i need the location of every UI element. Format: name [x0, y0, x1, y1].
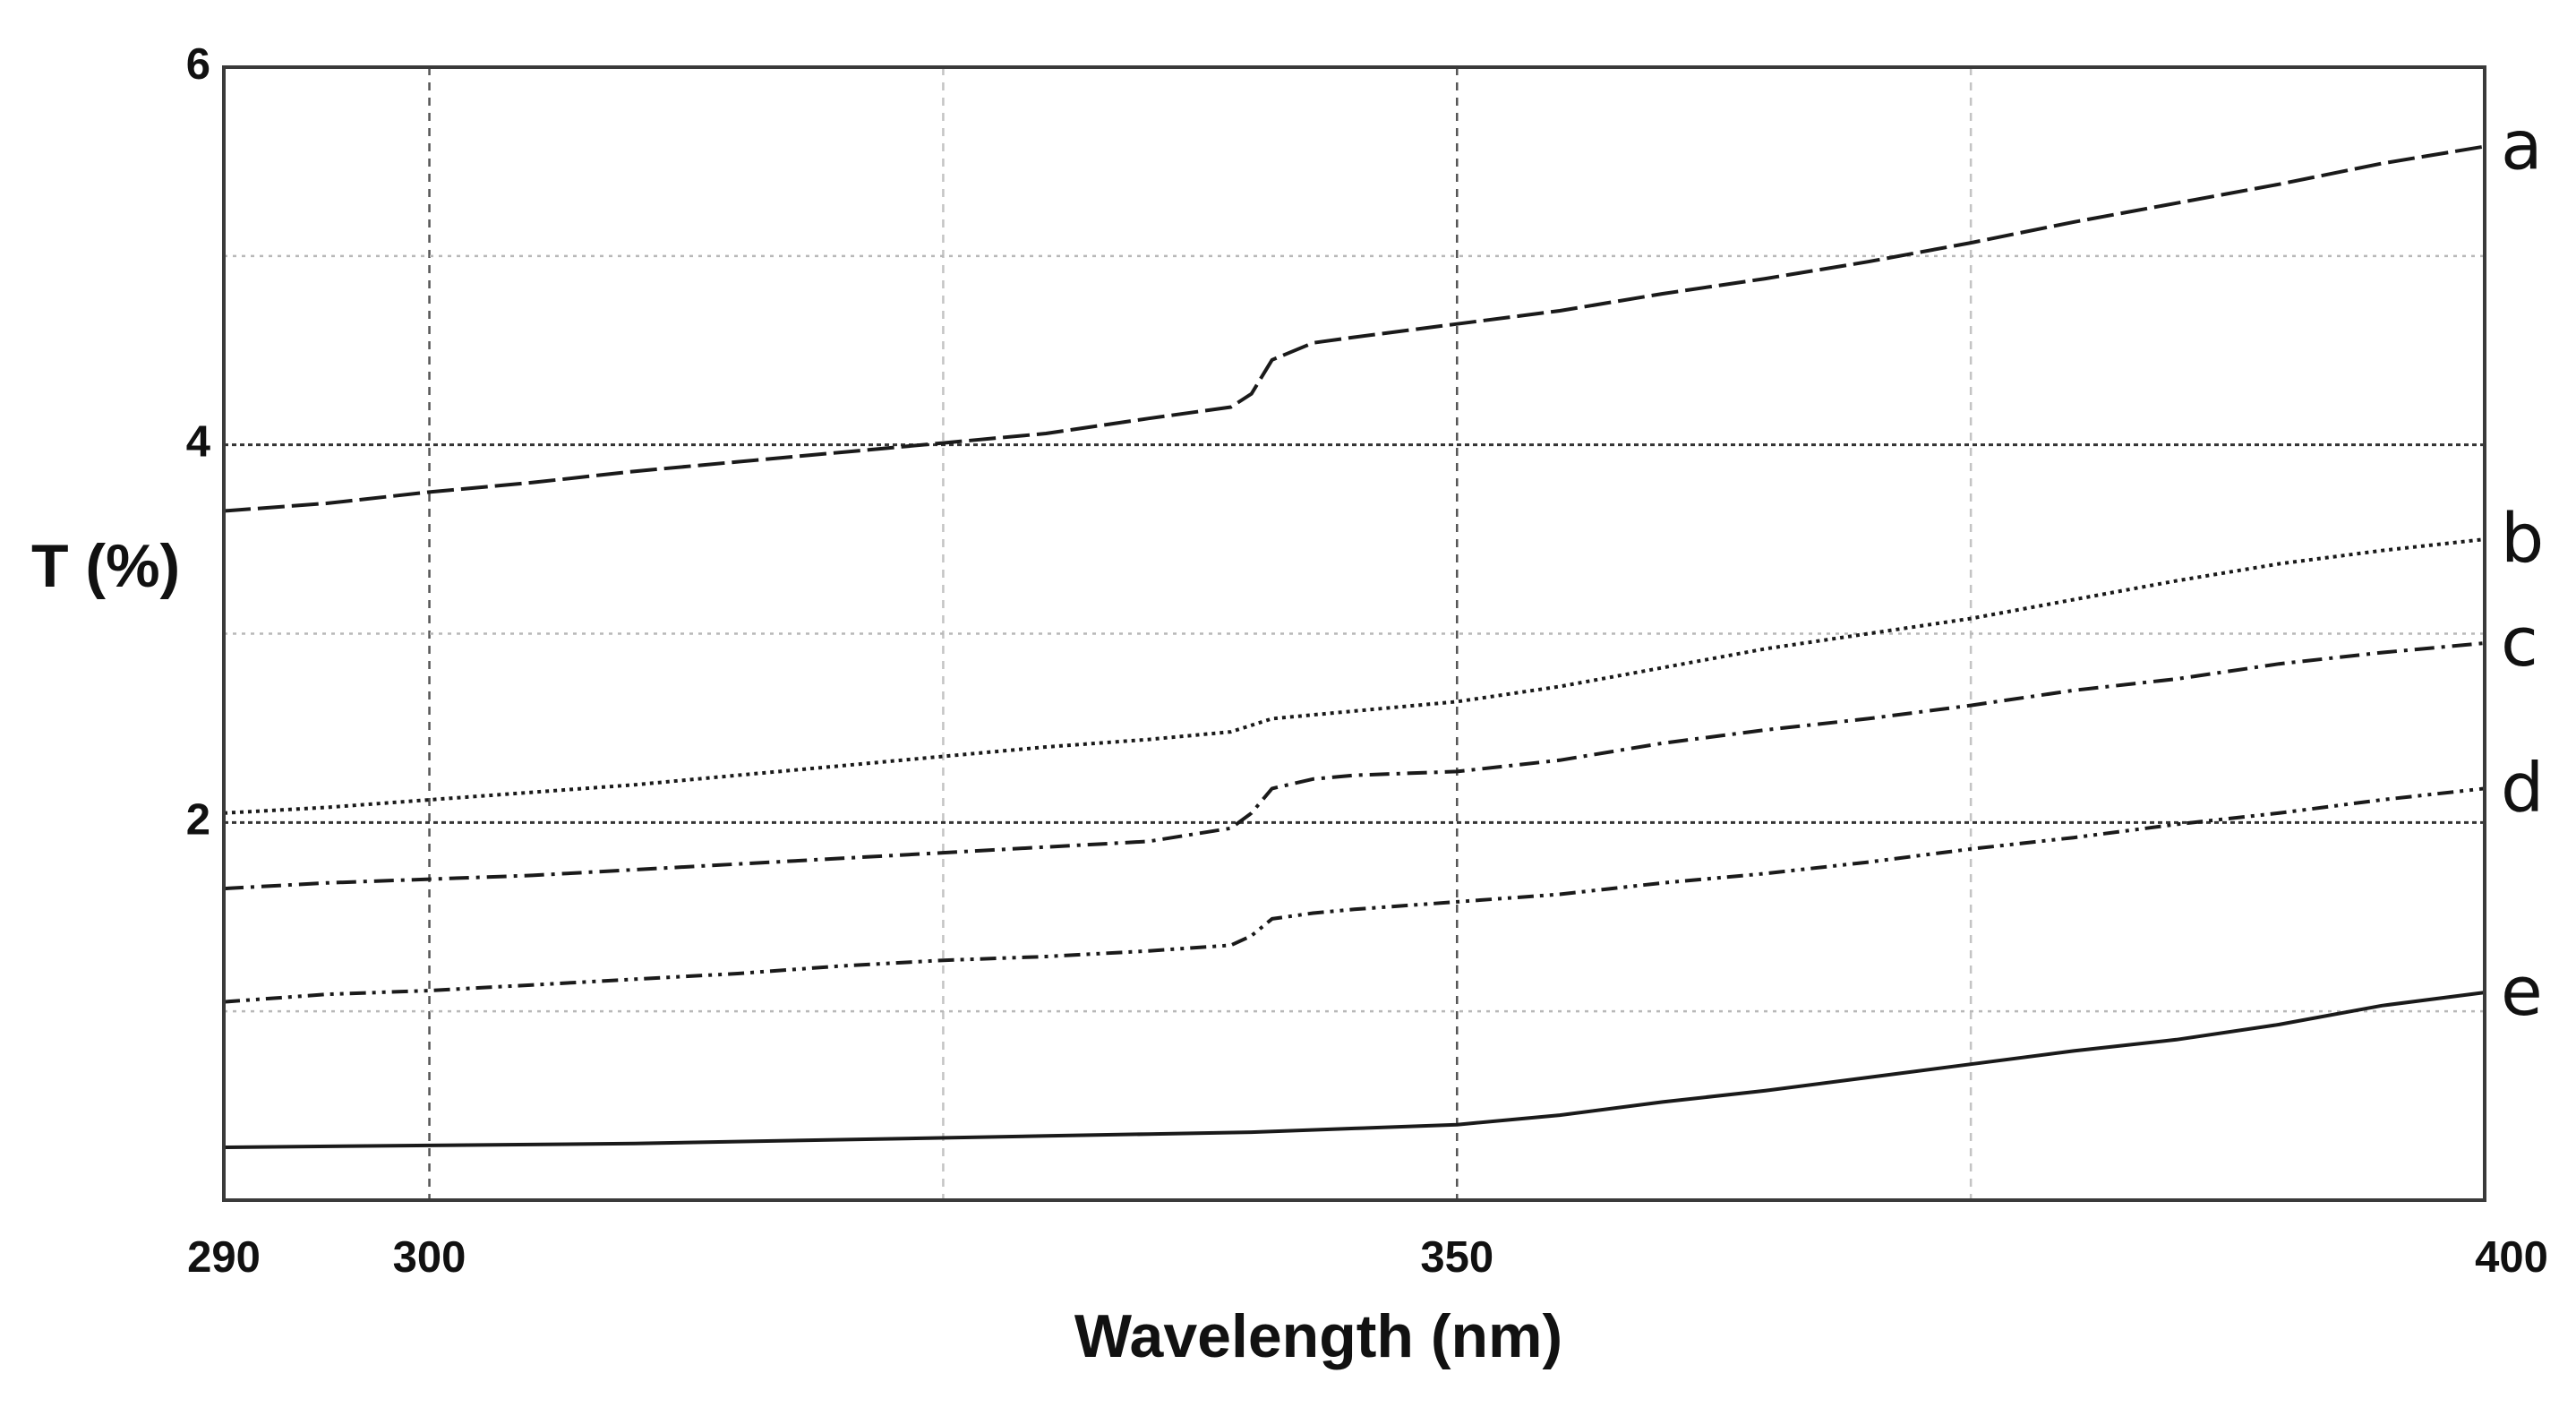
x-tick-label: 290	[187, 1233, 261, 1282]
series-line-d	[223, 786, 2486, 1004]
y-axis-title: T (%)	[31, 532, 180, 600]
y-tick-label: 4	[186, 418, 210, 467]
series-line-a	[223, 144, 2486, 513]
series-label-a: a	[2501, 106, 2543, 185]
series-lines	[223, 144, 2486, 1149]
series-label-b: b	[2501, 498, 2544, 578]
series-line-c	[223, 641, 2486, 891]
series-label-c: c	[2501, 602, 2538, 682]
plot-frame	[222, 65, 2486, 1202]
x-tick-label: 350	[1420, 1233, 1493, 1282]
x-tick-label: 300	[393, 1233, 466, 1282]
series-labels: a bcd e	[2501, 106, 2544, 1032]
series-label-e: e	[2501, 951, 2543, 1031]
grid-lines	[224, 67, 2485, 1200]
series-line-b	[223, 537, 2486, 815]
y-tick-label: 6	[186, 40, 210, 89]
y-tick-label: 2	[186, 795, 210, 844]
x-axis-title: Wavelength (nm)	[1074, 1302, 1562, 1370]
series-label-d: d	[2501, 747, 2544, 827]
tick-labels: 290 300 350 400 2 4 6	[186, 40, 2548, 1282]
x-tick-label: 400	[2475, 1233, 2548, 1282]
series-line-e	[223, 991, 2486, 1149]
